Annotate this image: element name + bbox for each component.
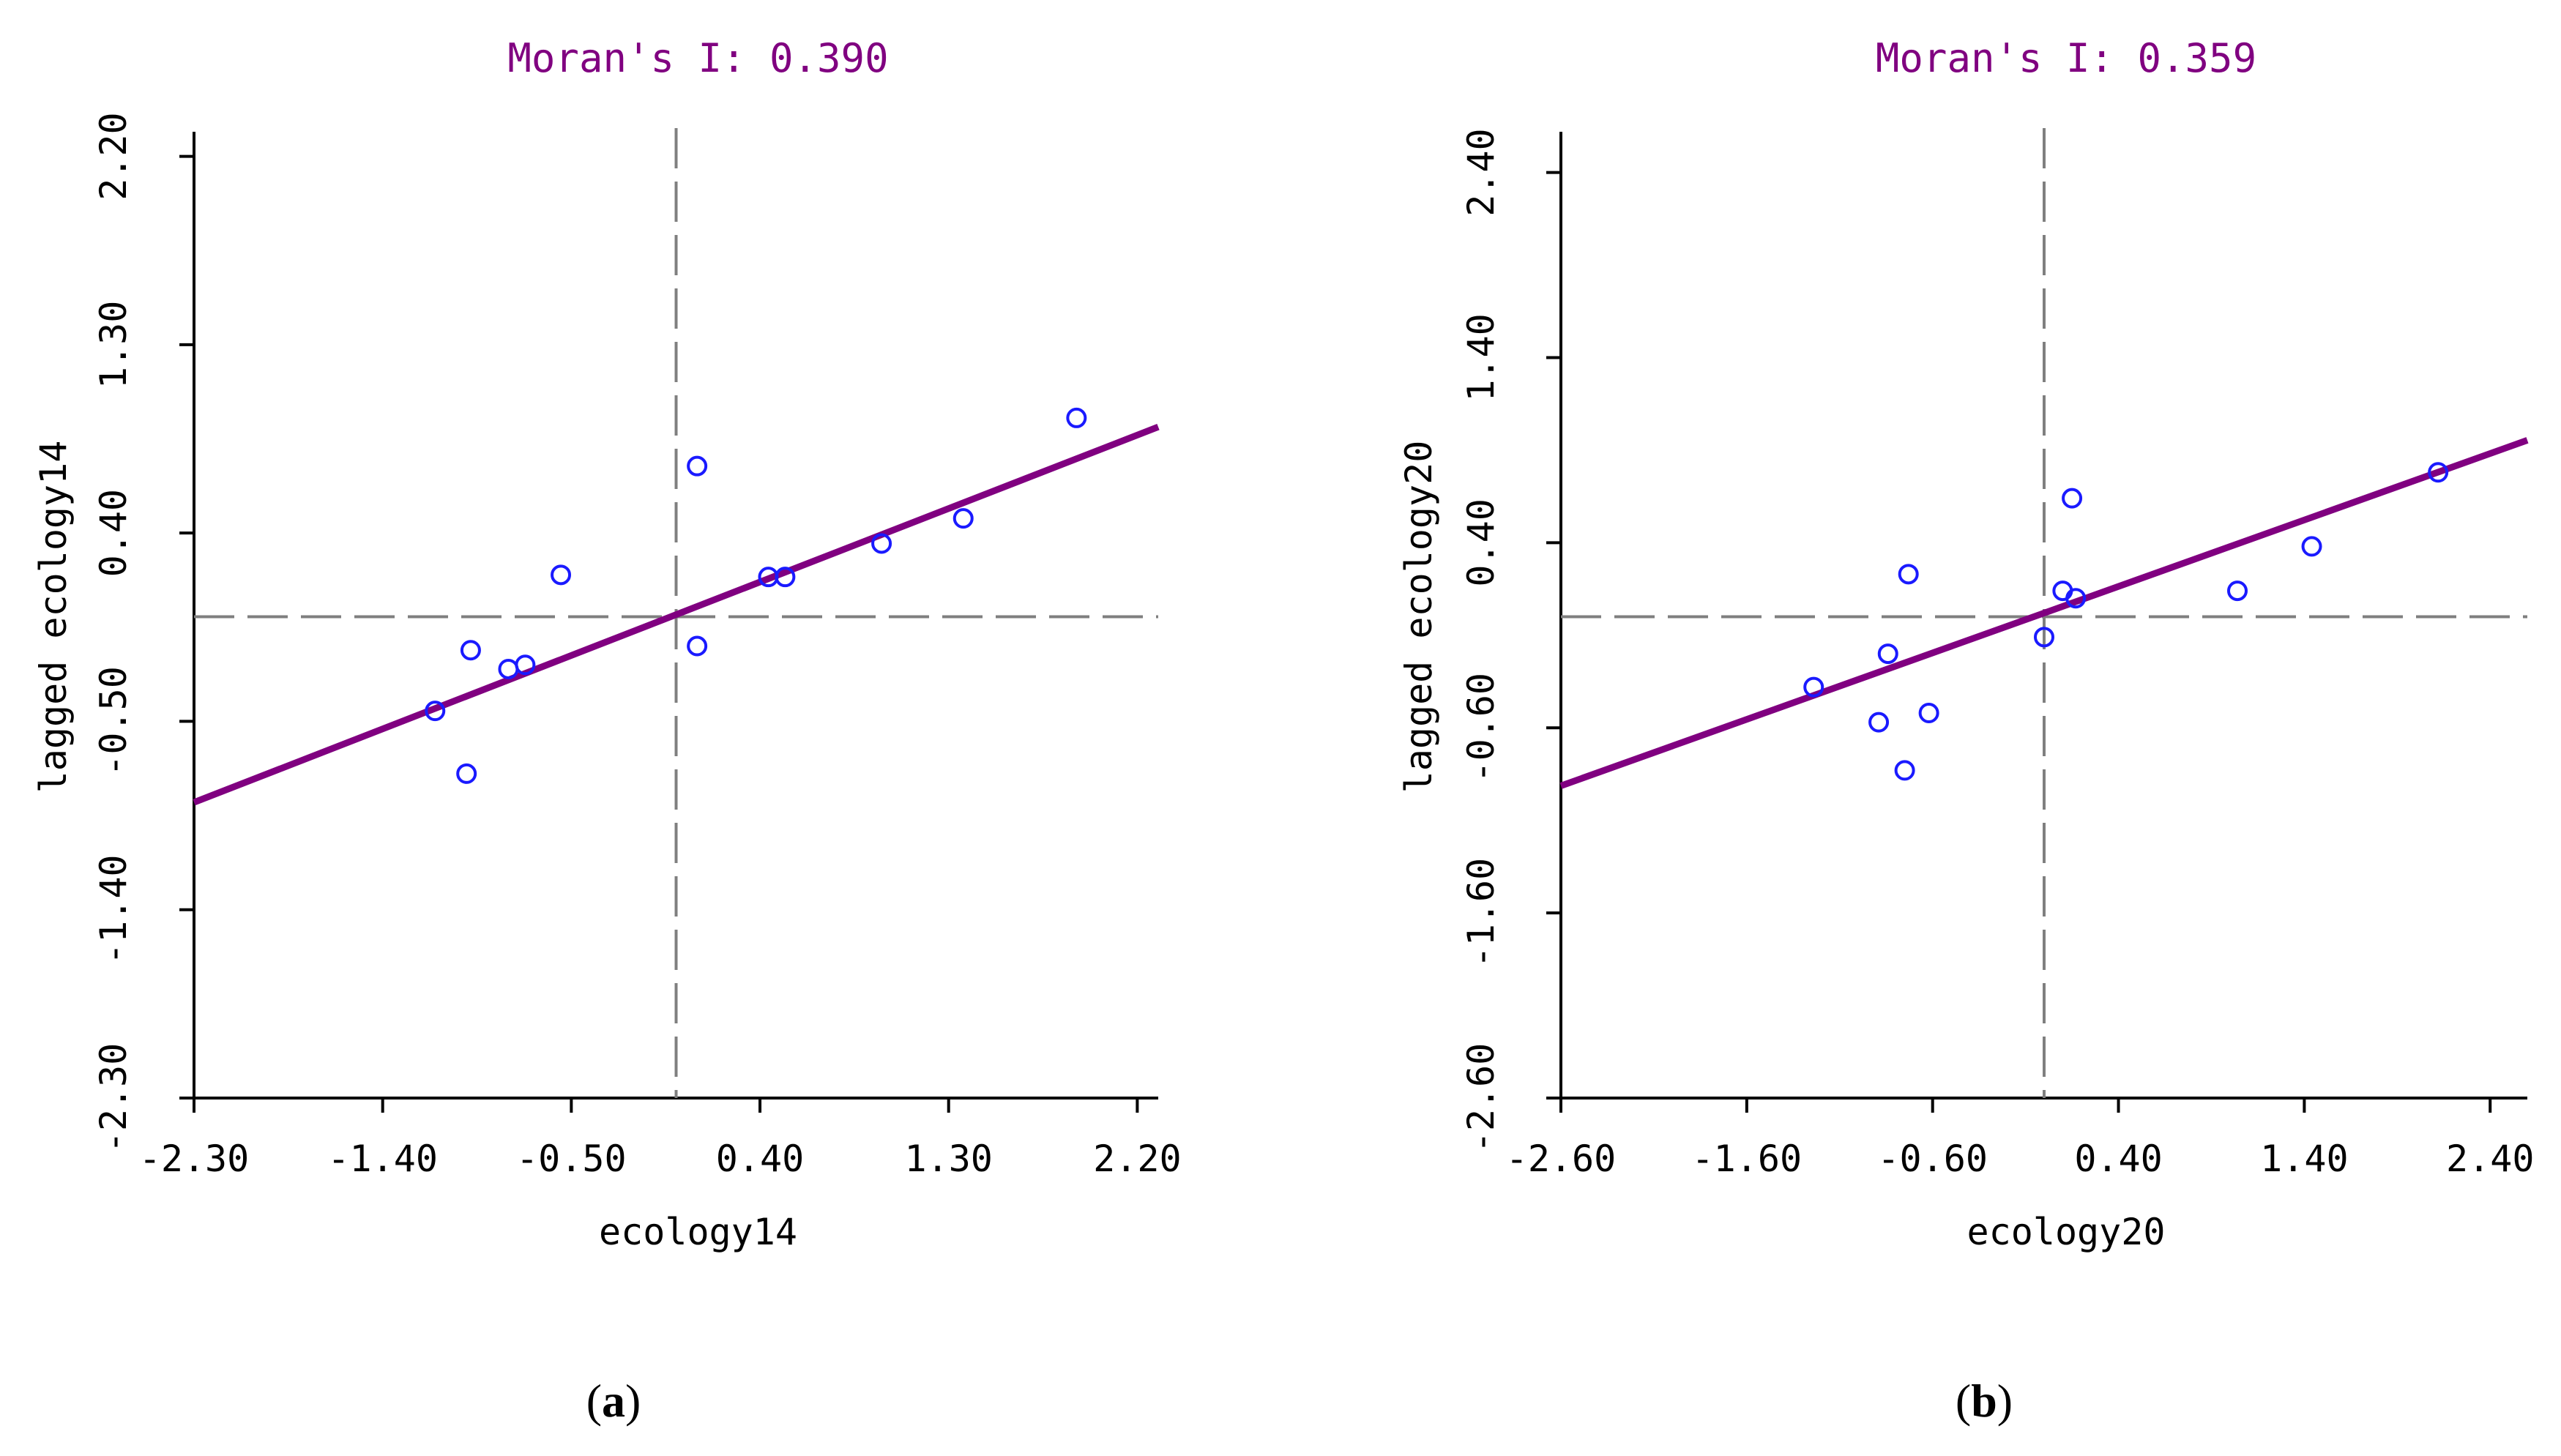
chart-a-y-tick-label: 2.20 (92, 112, 135, 200)
chart-a-point (515, 654, 536, 676)
panel-b: Moran's I: 0.359 -2.60 -1.60 -0.60 0.40 1.40 2… (1398, 35, 2534, 1253)
chart-a-x-tick-label: 0.40 (716, 1138, 804, 1180)
chart-b-title: Moran's I: 0.359 (1876, 35, 2256, 81)
chart-a-x-tick-label: 1.30 (904, 1138, 992, 1180)
chart-b-x-tick-label: -0.60 (1877, 1138, 1988, 1180)
chart-b-y-tick-label: -0.60 (1460, 673, 1502, 783)
chart-a-point (1066, 407, 1087, 428)
chart-b-y-tick-label: 1.40 (1460, 313, 1502, 401)
chart-a-point (687, 635, 708, 657)
chart-b-y-tick-label: -2.60 (1460, 1043, 1502, 1154)
chart-a-point (871, 533, 892, 554)
chart-a-x-tick-label: -2.30 (139, 1138, 250, 1180)
chart-b-point (1877, 643, 1898, 665)
chart-b-point (2065, 588, 2087, 609)
chart-b-y-tick-label: 0.40 (1460, 499, 1502, 586)
caption-a: (a) (586, 1375, 641, 1427)
chart-a-y-axis-label: lagged ecology14 (32, 441, 75, 794)
chart-a-title: Moran's I: 0.390 (507, 35, 888, 81)
chart-a-x-tick-label: -1.40 (327, 1138, 438, 1180)
chart-a-point (425, 701, 446, 722)
chart-b-point (2301, 536, 2322, 557)
chart-a-y-tick-label: -1.40 (92, 854, 135, 965)
chart-a-point (551, 564, 572, 586)
chart-b-x-tick-label: -1.60 (1692, 1138, 1803, 1180)
chart-b-point (1868, 712, 1890, 733)
chart-a-point (775, 567, 796, 588)
chart-b-regression-line (1559, 437, 2529, 789)
chart-a-x-tick-label: 2.20 (1093, 1138, 1181, 1180)
chart-b-x-tick-label: -2.60 (1506, 1138, 1617, 1180)
panel-a: Moran's I: 0.390 -2.30 -1.40 -0.50 0.40 1.30 2… (32, 35, 1182, 1253)
caption-b: (b) (1956, 1375, 2013, 1427)
chart-b-x-tick-label: 1.40 (2260, 1138, 2348, 1180)
chart-b-point (1803, 676, 1824, 698)
chart-b-y-axis-label: lagged ecology20 (1398, 441, 1440, 794)
chart-b-y-tick-label: 2.40 (1460, 128, 1502, 216)
chart-b-point (2428, 462, 2449, 483)
chart-b-x-tick-label: 2.40 (2446, 1138, 2534, 1180)
chart-a-point (498, 658, 519, 679)
chart-a-point (456, 763, 477, 784)
chart-a-y-tick-label: -0.50 (92, 666, 135, 777)
chart-b-point (1918, 703, 1939, 723)
chart-b-point (1898, 564, 1919, 585)
chart-a-y-tick-label: 0.40 (92, 489, 135, 577)
chart-a-point (460, 640, 481, 661)
chart-b-point (2062, 488, 2083, 509)
chart-a-y-tick-label: -2.30 (92, 1043, 135, 1154)
chart-b-point (1894, 760, 1915, 781)
chart-a-x-tick-label: -0.50 (516, 1138, 627, 1180)
chart-a-y-tick-label: 1.30 (92, 301, 135, 389)
chart-a-regression-line (193, 424, 1160, 806)
chart-b-point (2227, 580, 2248, 602)
chart-a-point (953, 508, 974, 529)
chart-b-x-axis-label: ecology20 (1967, 1211, 2166, 1253)
chart-a-point (687, 455, 708, 477)
chart-a-x-axis-label: ecology14 (599, 1211, 797, 1253)
chart-b-point (2034, 627, 2054, 648)
chart-b-x-tick-label: 0.40 (2074, 1138, 2162, 1180)
chart-b-y-tick-label: -1.60 (1460, 858, 1502, 968)
